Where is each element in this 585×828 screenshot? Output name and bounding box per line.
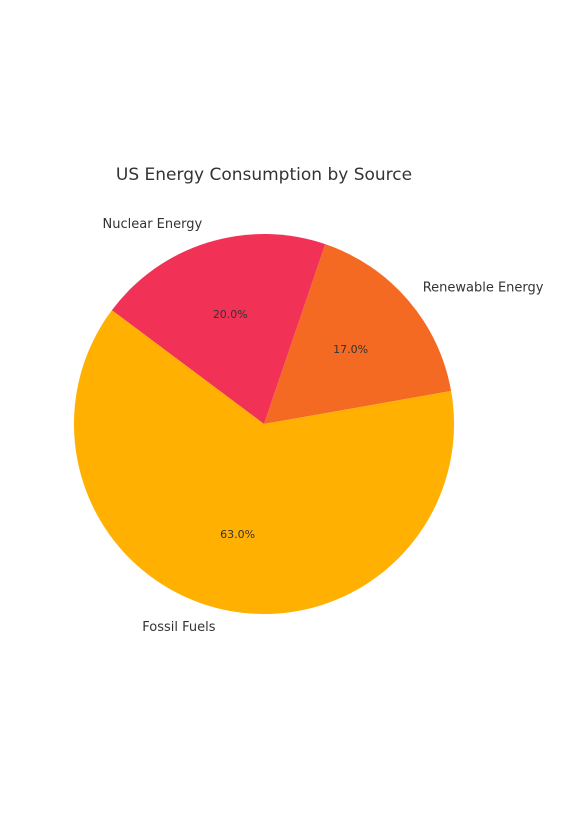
slice-label-renewable-energy: Renewable Energy — [423, 280, 544, 295]
pie-labels: Renewable Energy 17.0% Nuclear Energy 20.0%… — [103, 217, 544, 635]
pie-slice-fossil-fuels — [73, 310, 454, 615]
pie-slices — [73, 234, 454, 615]
slice-label-nuclear-energy: Nuclear Energy — [103, 217, 203, 232]
slice-pct-nuclear-energy: 20.0% — [213, 308, 248, 321]
pie-slice-nuclear-energy — [111, 234, 326, 424]
slice-pct-renewable-energy: 17.0% — [333, 343, 368, 356]
slice-label-fossil-fuels: Fossil Fuels — [142, 620, 215, 635]
pie-slice-renewable-energy — [264, 244, 452, 424]
chart-title: US Energy Consumption by Source — [116, 165, 412, 185]
slice-pct-fossil-fuels: 63.0% — [220, 528, 255, 541]
